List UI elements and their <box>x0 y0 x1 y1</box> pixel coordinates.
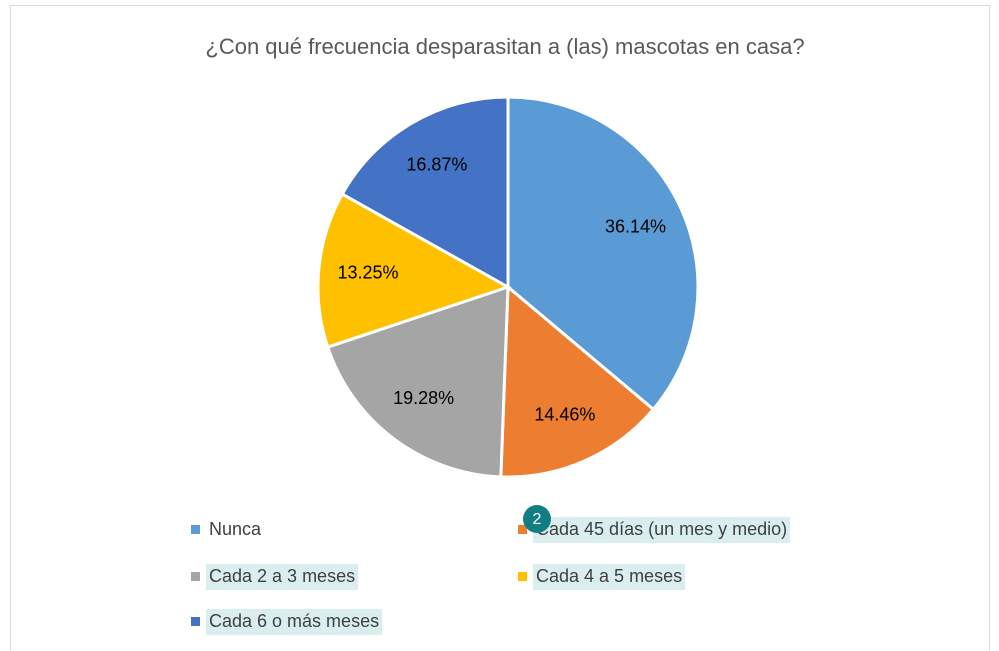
legend-swatch <box>518 525 527 534</box>
pie-slice <box>340 95 510 290</box>
legend-label: Cada 4 a 5 meses <box>536 566 682 586</box>
legend-label: Nunca <box>209 519 262 539</box>
data-label: 19.28% <box>393 388 454 408</box>
legend-highlight <box>206 564 359 590</box>
legend-swatch <box>518 572 527 581</box>
legend-highlight <box>206 609 383 635</box>
legend-label: Cada 45 días (un mes y medio) <box>536 519 787 539</box>
annotation-text: 2 <box>533 511 542 528</box>
data-label: 13.25% <box>337 262 398 282</box>
pie-slice <box>325 284 510 479</box>
legend-highlight <box>533 517 791 543</box>
legend-swatch <box>191 572 200 581</box>
data-label: 14.46% <box>534 404 595 424</box>
data-label: 36.14% <box>605 216 666 236</box>
annotation-badge <box>523 505 551 533</box>
chart-title: ¿Con qué frecuencia desparasitan a (las)… <box>205 34 804 59</box>
legend-swatch <box>191 525 200 534</box>
legend-swatch <box>191 617 200 626</box>
pie-slice <box>316 192 512 349</box>
pie-slice <box>499 283 656 479</box>
pie-slice <box>506 95 700 412</box>
legend-label: Cada 2 a 3 meses <box>209 566 355 586</box>
legend-highlight <box>533 564 686 590</box>
legend-label: Cada 6 o más meses <box>209 611 379 631</box>
data-label: 16.87% <box>406 154 467 174</box>
